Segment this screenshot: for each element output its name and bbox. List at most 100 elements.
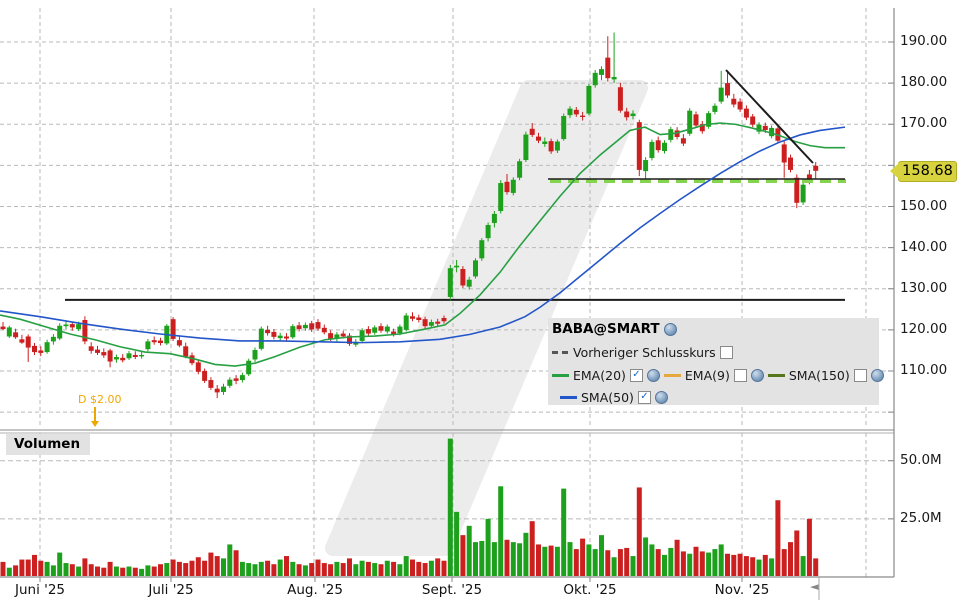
- volume-bar: [605, 550, 611, 576]
- globe-icon[interactable]: [663, 322, 677, 336]
- legend-checkbox[interactable]: [733, 369, 747, 382]
- candle-body: [813, 165, 819, 171]
- volume-bar: [410, 559, 415, 576]
- volume-bar: [151, 566, 157, 576]
- candle-body: [57, 325, 63, 339]
- volume-bar: [523, 532, 529, 576]
- volume-bar: [145, 565, 151, 576]
- candle-body: [762, 125, 768, 131]
- volume-bar: [164, 563, 170, 576]
- volume-bar: [561, 488, 567, 576]
- volume-bar: [88, 564, 94, 576]
- volume-bar: [592, 549, 598, 576]
- candle-body: [88, 346, 94, 351]
- volume-bar: [542, 546, 548, 576]
- volume-bar: [233, 550, 239, 576]
- volume-bar: [750, 557, 756, 576]
- candle-body: [302, 324, 308, 329]
- volume-bar: [466, 525, 472, 576]
- candle-body: [101, 352, 107, 356]
- candle-body: [271, 331, 277, 337]
- volume-bar: [731, 554, 737, 576]
- candle-body: [347, 335, 352, 344]
- volume-bar: [378, 564, 384, 576]
- volume-bar: [38, 560, 44, 576]
- candle-body: [680, 138, 686, 144]
- candle-body: [592, 72, 598, 86]
- candle-body: [699, 124, 705, 132]
- volume-bar: [580, 538, 586, 576]
- volume-bar: [510, 542, 516, 576]
- volume-bar: [498, 486, 504, 576]
- candle-body: [132, 354, 138, 358]
- pan-arrow-icon[interactable]: ◄: [810, 580, 819, 593]
- candle-body: [580, 115, 586, 118]
- candle-body: [372, 327, 378, 333]
- globe-icon[interactable]: [646, 369, 660, 382]
- candle-body: [561, 116, 567, 140]
- legend-item-label: SMA(150): [788, 368, 850, 383]
- volume-bar: [25, 559, 31, 576]
- price-axis-label: 120.00: [900, 320, 948, 337]
- candle-body: [221, 386, 226, 392]
- volume-bar: [284, 556, 289, 576]
- candle-body: [277, 335, 283, 339]
- volume-bar: [624, 547, 630, 576]
- legend-box: BABA@SMART Vorheriger Schlusskurs EMA(20…: [548, 318, 884, 405]
- volume-bar: [422, 563, 428, 576]
- volume-bar: [82, 558, 88, 576]
- volume-bar: [454, 511, 460, 576]
- volume-axis-label: 50.0M: [900, 451, 942, 468]
- legend-checkbox[interactable]: [853, 369, 867, 382]
- candle-body: [13, 332, 19, 338]
- legend-checkbox[interactable]: ✓: [637, 391, 651, 404]
- candle-body: [725, 83, 730, 96]
- candle-body: [69, 324, 75, 328]
- volume-bar: [340, 563, 346, 576]
- volume-bar: [95, 566, 100, 576]
- volume-bar: [687, 553, 693, 576]
- legend-swatch: [552, 351, 569, 354]
- x-axis-label: Sept. '25: [421, 582, 483, 598]
- legend-checkbox[interactable]: ✓: [629, 369, 643, 382]
- volume-bar: [718, 544, 724, 576]
- candle-body: [611, 76, 617, 80]
- candle-body: [460, 269, 466, 286]
- volume-bar: [391, 561, 397, 576]
- candle-body: [44, 342, 50, 353]
- globe-icon[interactable]: [870, 369, 884, 382]
- candle-body: [32, 345, 37, 353]
- candle-body: [504, 181, 510, 193]
- candle-body: [731, 98, 737, 105]
- volume-bar: [277, 559, 283, 576]
- globe-icon[interactable]: [750, 369, 764, 382]
- price-axis-label: 170.00: [900, 115, 948, 132]
- candle-body: [158, 340, 163, 344]
- candle-body: [624, 111, 630, 118]
- candle-body: [176, 340, 182, 346]
- candle-body: [743, 108, 749, 118]
- volume-bar: [491, 542, 497, 576]
- candle-body: [567, 108, 573, 116]
- candle-body: [630, 113, 636, 117]
- legend-checkbox[interactable]: [719, 346, 733, 359]
- volume-bar: [636, 487, 642, 576]
- candle-body: [510, 179, 516, 193]
- candle-body: [466, 279, 472, 287]
- last-price-value: 158.68: [902, 163, 953, 179]
- globe-icon[interactable]: [654, 391, 668, 404]
- volume-bar: [44, 561, 50, 576]
- candle-body: [340, 333, 346, 337]
- candle-body: [428, 322, 434, 326]
- volume-bar: [347, 558, 352, 576]
- volume-bar: [617, 549, 623, 576]
- volume-bar: [126, 566, 132, 576]
- sma50-line: [0, 126, 846, 344]
- candle-body: [195, 362, 201, 372]
- price-axis-label: 180.00: [900, 74, 948, 91]
- volume-bar: [19, 559, 25, 576]
- candle-body: [454, 265, 460, 268]
- volume-bar: [416, 561, 422, 576]
- candle-body: [145, 341, 151, 350]
